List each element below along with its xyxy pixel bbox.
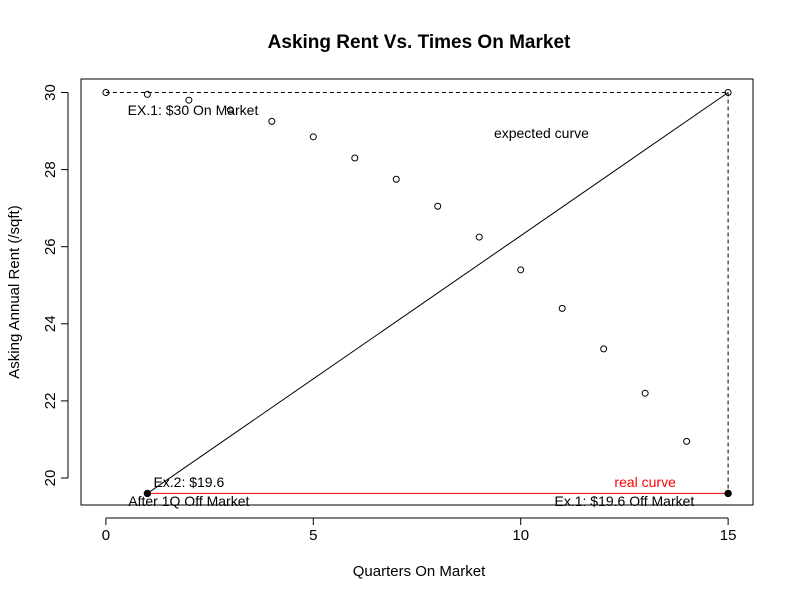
annotation-text: expected curve [494, 125, 589, 141]
data-point [102, 88, 110, 96]
x-tick-label: 5 [309, 527, 317, 544]
annotation-text: real curve [614, 474, 676, 490]
data-point [309, 133, 317, 141]
data-point [143, 90, 151, 98]
data-point [600, 345, 608, 353]
reference-lines [105, 91, 729, 494]
filled-point [724, 489, 732, 498]
y-axis: 20 22 24 26 28 30 [42, 84, 69, 487]
annotation-text: After 1Q Off Market [128, 493, 249, 509]
y-tick-label: 28 [42, 161, 59, 178]
data-point [268, 117, 276, 125]
data-point [558, 304, 566, 312]
data-point [185, 96, 193, 104]
annotation-text: Ex.2: $19.6 [153, 474, 224, 490]
data-point [641, 389, 649, 397]
x-axis-label: Quarters On Market [353, 563, 486, 580]
data-point [392, 175, 400, 183]
data-point [434, 202, 442, 210]
data-point [517, 266, 525, 274]
x-tick-label: 0 [102, 527, 110, 544]
y-tick-label: 20 [42, 470, 59, 487]
y-axis-label: Asking Annual Rent (/sqft) [6, 205, 23, 378]
annotations: EX.1: $30 On Market expected curve Ex.2: $… [128, 102, 695, 509]
y-tick-label: 26 [42, 238, 59, 255]
x-axis: 0 5 10 15 [102, 517, 737, 544]
data-point [724, 88, 732, 96]
y-tick-label: 30 [42, 84, 59, 101]
data-point [683, 437, 691, 445]
annotation-text: EX.1: $30 On Market [128, 102, 259, 118]
data-point [475, 233, 483, 241]
data-points [102, 88, 732, 498]
annotation-text: Ex.1: $19.6 Off Market [555, 493, 695, 509]
x-tick-label: 10 [512, 527, 529, 544]
data-point [351, 154, 359, 162]
filled-point [143, 489, 152, 498]
data-point [226, 106, 234, 114]
x-tick-label: 15 [720, 527, 737, 544]
solid-line [147, 92, 729, 494]
chart-title: Asking Rent Vs. Times On Market [268, 32, 571, 53]
plot-frame [80, 78, 754, 506]
y-tick-label: 24 [42, 315, 59, 332]
y-tick-label: 22 [42, 393, 59, 410]
